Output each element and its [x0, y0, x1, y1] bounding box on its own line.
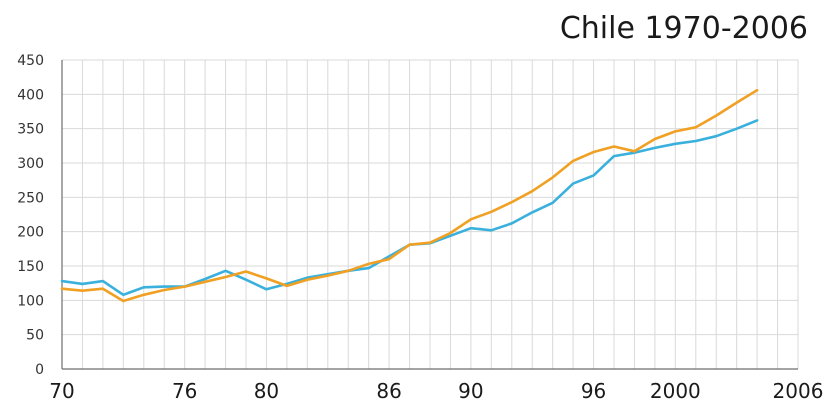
- y-tick-label: 250: [17, 190, 44, 206]
- y-tick-label: 450: [17, 53, 44, 69]
- x-tick-label: 2000: [650, 379, 701, 403]
- chart-title: Chile 1970-2006: [560, 11, 808, 46]
- y-tick-label: 300: [17, 156, 44, 172]
- y-tick-label: 400: [17, 87, 44, 103]
- y-tick-label: 50: [26, 328, 44, 344]
- y-axis-ticks: 0 50 100 150 200 250 300 350 400 450: [17, 53, 44, 378]
- y-tick-label: 150: [17, 259, 44, 275]
- x-tick-label: 76: [172, 379, 197, 403]
- y-tick-label: 350: [17, 122, 44, 138]
- grid: [61, 59, 799, 369]
- series-line-2: [60, 88, 759, 303]
- x-axis-ticks: 70 76 80 86 90 96 2000 2006: [49, 379, 823, 403]
- x-tick-label: 86: [376, 379, 401, 403]
- x-tick-label: 70: [49, 379, 74, 403]
- x-tick-label: 2006: [773, 379, 824, 403]
- x-tick-label: 96: [581, 379, 606, 403]
- x-tick-label: 90: [458, 379, 483, 403]
- axes: [61, 60, 798, 370]
- y-tick-label: 0: [35, 362, 44, 378]
- series: [60, 88, 759, 303]
- y-tick-label: 100: [17, 293, 44, 309]
- x-tick-label: 80: [254, 379, 279, 403]
- y-tick-label: 200: [17, 225, 44, 241]
